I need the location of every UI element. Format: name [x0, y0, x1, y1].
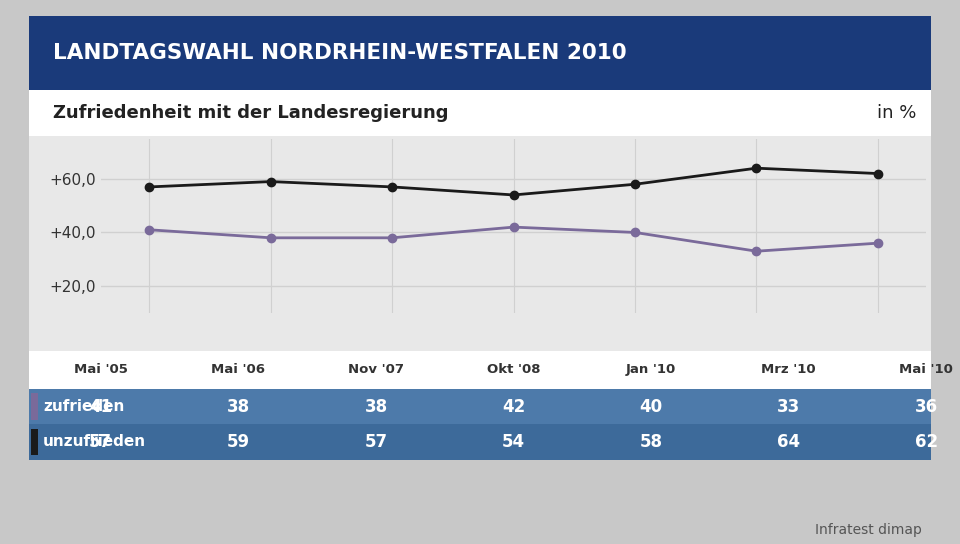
Bar — [29, 16, 931, 90]
Bar — [29, 136, 931, 351]
Text: Mai '06: Mai '06 — [211, 363, 265, 376]
Text: Mai '10: Mai '10 — [900, 363, 953, 376]
Text: 62: 62 — [915, 433, 938, 451]
Text: in %: in % — [877, 104, 917, 122]
Text: LANDTAGSWAHL NORDRHEIN-WESTFALEN 2010: LANDTAGSWAHL NORDRHEIN-WESTFALEN 2010 — [53, 43, 627, 63]
Text: unzufrieden: unzufrieden — [43, 435, 146, 449]
Text: 54: 54 — [502, 433, 525, 451]
Bar — [29, 351, 931, 389]
Bar — [29, 389, 931, 424]
Text: Mai '05: Mai '05 — [74, 363, 128, 376]
Text: 40: 40 — [639, 398, 662, 416]
Text: Nov '07: Nov '07 — [348, 363, 404, 376]
Text: 57: 57 — [89, 433, 112, 451]
Text: 59: 59 — [227, 433, 250, 451]
Bar — [31, 429, 38, 455]
Text: 42: 42 — [502, 398, 525, 416]
Text: Zufriedenheit mit der Landesregierung: Zufriedenheit mit der Landesregierung — [53, 104, 448, 122]
Bar — [29, 424, 931, 460]
Text: Mrz '10: Mrz '10 — [761, 363, 816, 376]
Text: 41: 41 — [89, 398, 112, 416]
Text: Okt '08: Okt '08 — [487, 363, 540, 376]
Bar — [31, 393, 38, 420]
Text: zufrieden: zufrieden — [43, 399, 125, 414]
Text: 38: 38 — [365, 398, 388, 416]
Text: Infratest dimap: Infratest dimap — [815, 523, 922, 537]
Text: 36: 36 — [915, 398, 938, 416]
Bar — [29, 90, 931, 136]
Text: Jan '10: Jan '10 — [626, 363, 677, 376]
Text: 57: 57 — [365, 433, 388, 451]
Text: 38: 38 — [227, 398, 250, 416]
Text: 33: 33 — [778, 398, 801, 416]
Text: 64: 64 — [778, 433, 801, 451]
Text: 58: 58 — [639, 433, 662, 451]
